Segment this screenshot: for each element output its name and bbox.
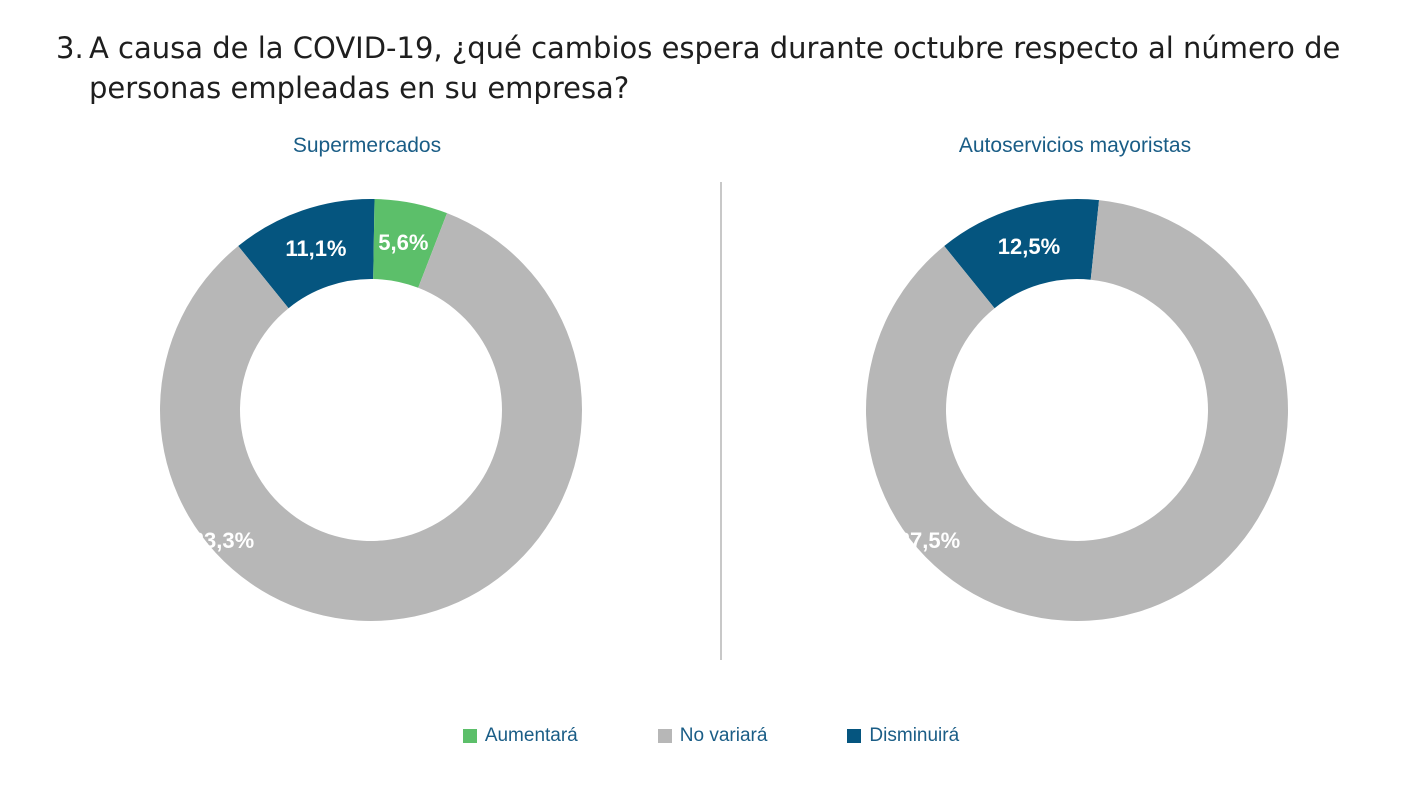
data-label-no-variara: 87,5% xyxy=(898,528,960,553)
donut-chart-supermercados: 11,1% 5,6% 83,3% xyxy=(159,199,582,621)
legend-item-aumentara: Aumentará xyxy=(462,725,578,747)
legend-label-disminuira: Disminuirá xyxy=(869,725,960,746)
data-label-disminuira: 12,5% xyxy=(998,234,1060,259)
legend-label-no-variara: No variará xyxy=(679,725,768,746)
donut-slice-no-variara xyxy=(866,200,1288,621)
legend-swatch-no-variara xyxy=(657,729,672,743)
chart-divider xyxy=(720,182,722,660)
chart-legend: Aumentará No variará Disminuirá xyxy=(0,725,1422,747)
donut-slice-disminuira xyxy=(238,199,375,309)
donut-chart-autoservicios: 12,5% 87,5% xyxy=(866,199,1288,621)
donut-slice-no-variara xyxy=(159,213,582,621)
legend-swatch-aumentara xyxy=(462,729,477,743)
donut-slice-disminuira xyxy=(944,199,1100,309)
question-number: 3. xyxy=(56,31,84,65)
legend-item-disminuira: Disminuirá xyxy=(847,725,959,747)
data-label-no-variara: 83,3% xyxy=(192,528,254,553)
legend-swatch-disminuira xyxy=(847,729,862,743)
chart-title-supermercados: Supermercados xyxy=(292,134,442,157)
donut-slice-aumentara xyxy=(373,199,448,288)
chart-title-autoservicios: Autoservicios mayoristas xyxy=(958,134,1192,157)
data-label-aumentara: 5,6% xyxy=(378,230,428,255)
question-text: A causa de la COVID-19, ¿qué cambios esp… xyxy=(89,31,1341,105)
legend-label-aumentara: Aumentará xyxy=(484,725,578,746)
legend-item-no-variara: No variará xyxy=(657,725,768,747)
chart-question: 3. A causa de la COVID-19, ¿qué cambios … xyxy=(56,28,1386,108)
data-label-disminuira: 11,1% xyxy=(285,236,346,261)
